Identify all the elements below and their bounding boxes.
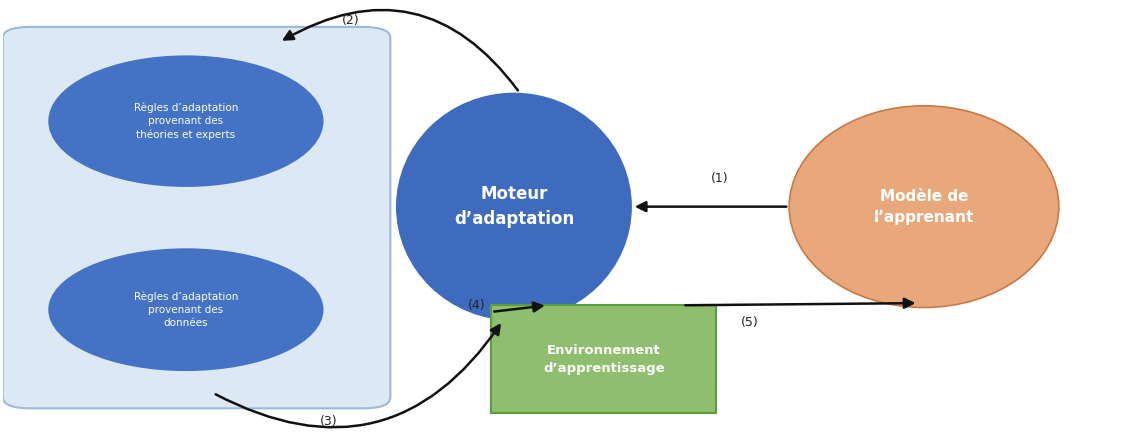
Text: Moteur
d’adaptation: Moteur d’adaptation [454, 185, 574, 228]
Ellipse shape [396, 93, 632, 321]
FancyBboxPatch shape [491, 305, 716, 413]
Text: Modèle de
l’apprenant: Modèle de l’apprenant [874, 189, 974, 225]
Text: (3): (3) [320, 415, 338, 428]
Ellipse shape [789, 106, 1059, 308]
Text: Environnement
d’apprentissage: Environnement d’apprentissage [543, 344, 665, 374]
Text: (5): (5) [741, 316, 759, 329]
Ellipse shape [49, 248, 324, 371]
Ellipse shape [49, 56, 324, 187]
Text: (1): (1) [711, 172, 728, 185]
Text: (2): (2) [342, 14, 360, 27]
Text: Règles d’adaptation
provenant des
théories et experts: Règles d’adaptation provenant des théori… [133, 103, 238, 140]
FancyBboxPatch shape [2, 27, 391, 408]
Text: (4): (4) [469, 299, 485, 312]
Text: Règles d’adaptation
provenant des
données: Règles d’adaptation provenant des donnée… [133, 291, 238, 328]
